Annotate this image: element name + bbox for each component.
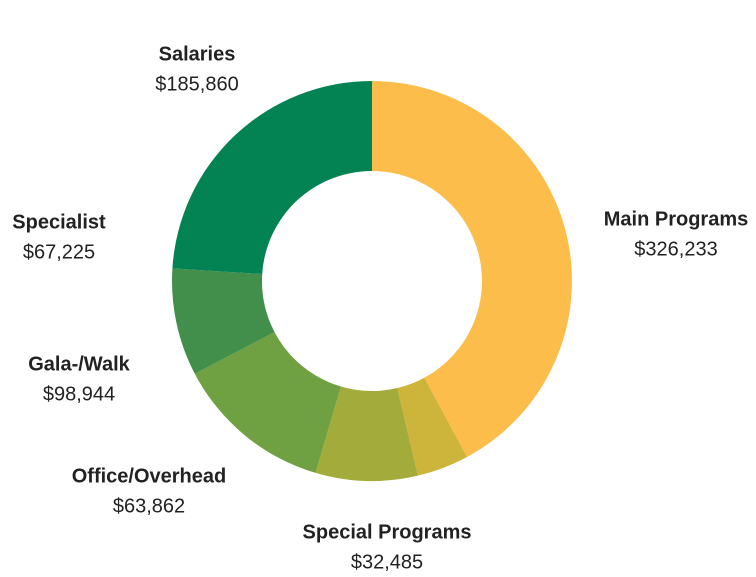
donut-slice [171,268,275,374]
slice-value: $63,862 [113,495,185,517]
donut-slice [397,377,468,476]
slice-label: Main Programs [604,208,748,230]
slice-label: Special Programs [303,521,472,543]
slice-value: $67,225 [23,241,95,263]
slice-value: $185,860 [155,73,238,95]
donut-slice [194,331,341,473]
slice-label: Specialist [12,211,106,233]
slice-value: $98,944 [43,383,115,405]
donut-slice [372,81,572,457]
slice-value: $326,233 [634,238,717,260]
donut-slice [172,81,372,275]
slice-label: Office/Overhead [72,465,227,487]
slice-label: Salaries [159,43,236,65]
donut-slice [315,386,418,481]
slice-value: $32,485 [351,551,423,573]
slice-label: Gala-/Walk [28,353,130,375]
